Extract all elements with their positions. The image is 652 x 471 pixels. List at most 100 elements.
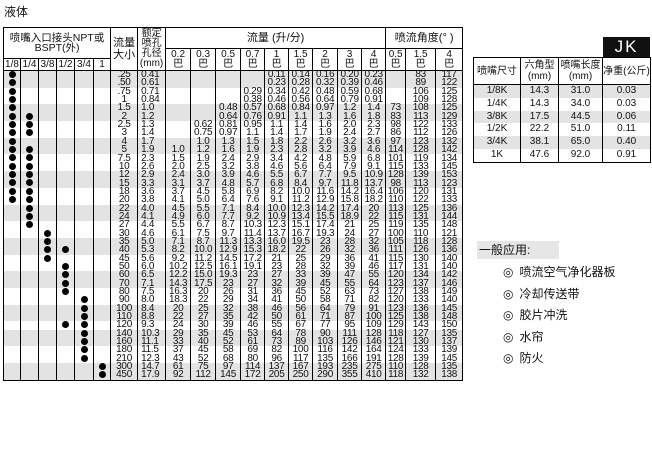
pipe-size-cell (20, 121, 39, 130)
pipe-size-cell (92, 79, 112, 88)
flow-cell: 32 (361, 236, 387, 247)
pipe-size-cell (74, 229, 94, 238)
pipe-size-cell (3, 146, 21, 155)
flow-cell: 36 (361, 245, 387, 255)
pipe-size-cell (3, 312, 21, 322)
angle-cell: 129 (435, 111, 464, 121)
flow-cell: 0.91 (361, 94, 387, 105)
spec-cell: 0.03 (602, 84, 651, 98)
table-row: 50 6.0 10.2 12.5 16.1 19.1 23 28 32 39 46 117 131 140 (3, 261, 464, 272)
flow-cell: 9.1 (361, 161, 387, 172)
pipe-size-cell (38, 96, 57, 105)
pipe-size-cell (74, 338, 94, 347)
application-item: ◎ 防火 (503, 349, 544, 366)
pipe-size-cell (74, 304, 94, 313)
flow-cell (215, 70, 242, 80)
flow-cell: 128 (361, 328, 387, 338)
flow-header: 流量 (升/分) (165, 27, 387, 49)
pipe-size-cell (92, 371, 112, 381)
flow-cell: 112 (190, 370, 217, 381)
table-row: 1 0.84 0.38 0.46 0.56 0.64 0.79 0.91 109 128 (3, 94, 464, 105)
table-row: 90 8.0 18.3 22 29 34 41 50 58 71 82 120 133 140 (3, 295, 464, 305)
pipe-size-cell (92, 304, 112, 313)
pipe-size-cell (92, 112, 112, 122)
spec-row: 1/4K 14.3 34.0 0.03 (473, 97, 651, 111)
table-row: 12 2.9 2.4 3.0 3.9 4.6 5.5 6.7 7.7 9.5 10.9 128 139 1… (3, 169, 464, 180)
angle-header: 喷流角度(° ) (385, 27, 464, 49)
pipe-size-cell (3, 237, 21, 247)
flow-pressure-header: 0.3 巴 (190, 48, 217, 71)
pipe-size-cell (56, 321, 75, 330)
spec-cell: 1/2K (473, 123, 521, 137)
angle-cell: 144 (435, 211, 464, 222)
flow-cell: 13.7 (361, 178, 387, 188)
pressure-value: 1.5 (293, 48, 308, 60)
pipe-size-cell (92, 96, 112, 105)
pipe-size-cell (74, 254, 94, 263)
flow-cell: 1.8 (361, 111, 387, 121)
pipe-size-cell (3, 162, 21, 172)
flow-cell (190, 79, 217, 88)
spec-cell: 0.40 (602, 136, 651, 149)
pipe-size-cell (56, 329, 75, 338)
pipe-size-cell (74, 112, 94, 122)
pipe-size-cell (56, 146, 75, 155)
spec-header: 六角型(mm) (520, 57, 559, 85)
table-row: 4 1.7 1.0 1.3 1.5 1.8 2.2 2.6 3.2 3.6 97 123 132 (3, 136, 464, 147)
bullet-dot-icon (8, 137, 16, 145)
spec-cell: 51.0 (558, 123, 603, 137)
angle-cell: 140 (435, 253, 464, 263)
spec-row: 3/4K 38.1 65.0 0.40 (473, 136, 651, 149)
angle-cell: 133 (435, 119, 464, 130)
angle-cell: 135 (435, 361, 464, 372)
pipe-size-cell (3, 104, 21, 113)
pipe-size-cell (74, 187, 94, 197)
pipe-size-cell (38, 254, 57, 263)
pipe-size-cell (92, 70, 112, 80)
pipe-size-cell (38, 129, 57, 138)
bullet-dot-icon (8, 154, 16, 162)
pipe-size-cell (56, 287, 75, 297)
pipe-size-cell (56, 271, 75, 280)
pipe-size-cell (20, 304, 39, 313)
pressure-unit: 巴 (390, 58, 401, 70)
application-label: 喷流空气净化器板 (519, 265, 616, 279)
pressure-unit: 巴 (247, 58, 258, 70)
pipe-size-cell (92, 296, 112, 305)
bullet-dot-icon (8, 171, 16, 179)
pipe-size-cell (92, 187, 112, 197)
angle-cell: 148 (435, 311, 464, 322)
bullet-dot-icon (80, 312, 88, 320)
application-item: ◎ 冷却传送带 (503, 285, 580, 302)
pipe-size-cell (74, 354, 94, 364)
pipe-size-cell (92, 87, 112, 97)
double-circle-bullet-icon: ◎ (503, 286, 514, 301)
flow-cell (165, 87, 192, 97)
flow-cell: 100 (361, 311, 387, 322)
flow-cell: 10.9 (361, 169, 387, 180)
pipe-size-cell (3, 171, 21, 180)
bullet-dot-icon (8, 104, 16, 112)
pipe-size-cell (3, 346, 21, 355)
angle-cell: 132 (405, 370, 437, 381)
double-circle-bullet-icon: ◎ (503, 351, 514, 365)
pipe-size-cell (38, 221, 57, 230)
pipe-size-cell (74, 96, 94, 105)
pipe-size-cell (38, 162, 57, 172)
double-circle-bullet-icon: ◎ (503, 265, 514, 279)
pipe-size-cell (3, 137, 21, 147)
pipe-size-cell (3, 338, 21, 347)
pipe-size-cell (3, 187, 21, 197)
spec-cell: 17.5 (520, 110, 559, 124)
size-header: 流量大小 (110, 27, 139, 71)
pipe-size-cell (56, 171, 75, 180)
angle-cell: 123 (435, 178, 464, 188)
pipe-size-cell (20, 171, 39, 180)
flow-cell: 55 (361, 270, 387, 280)
bullet-dot-icon (98, 363, 106, 371)
pipe-size-header: 1/4 (20, 58, 39, 71)
pipe-size-cell (38, 363, 57, 372)
pipe-size-cell (20, 79, 39, 88)
table-row: 210 12.3 43 52 68 80 96 117 135 166 191 128 139 145 (3, 353, 464, 364)
